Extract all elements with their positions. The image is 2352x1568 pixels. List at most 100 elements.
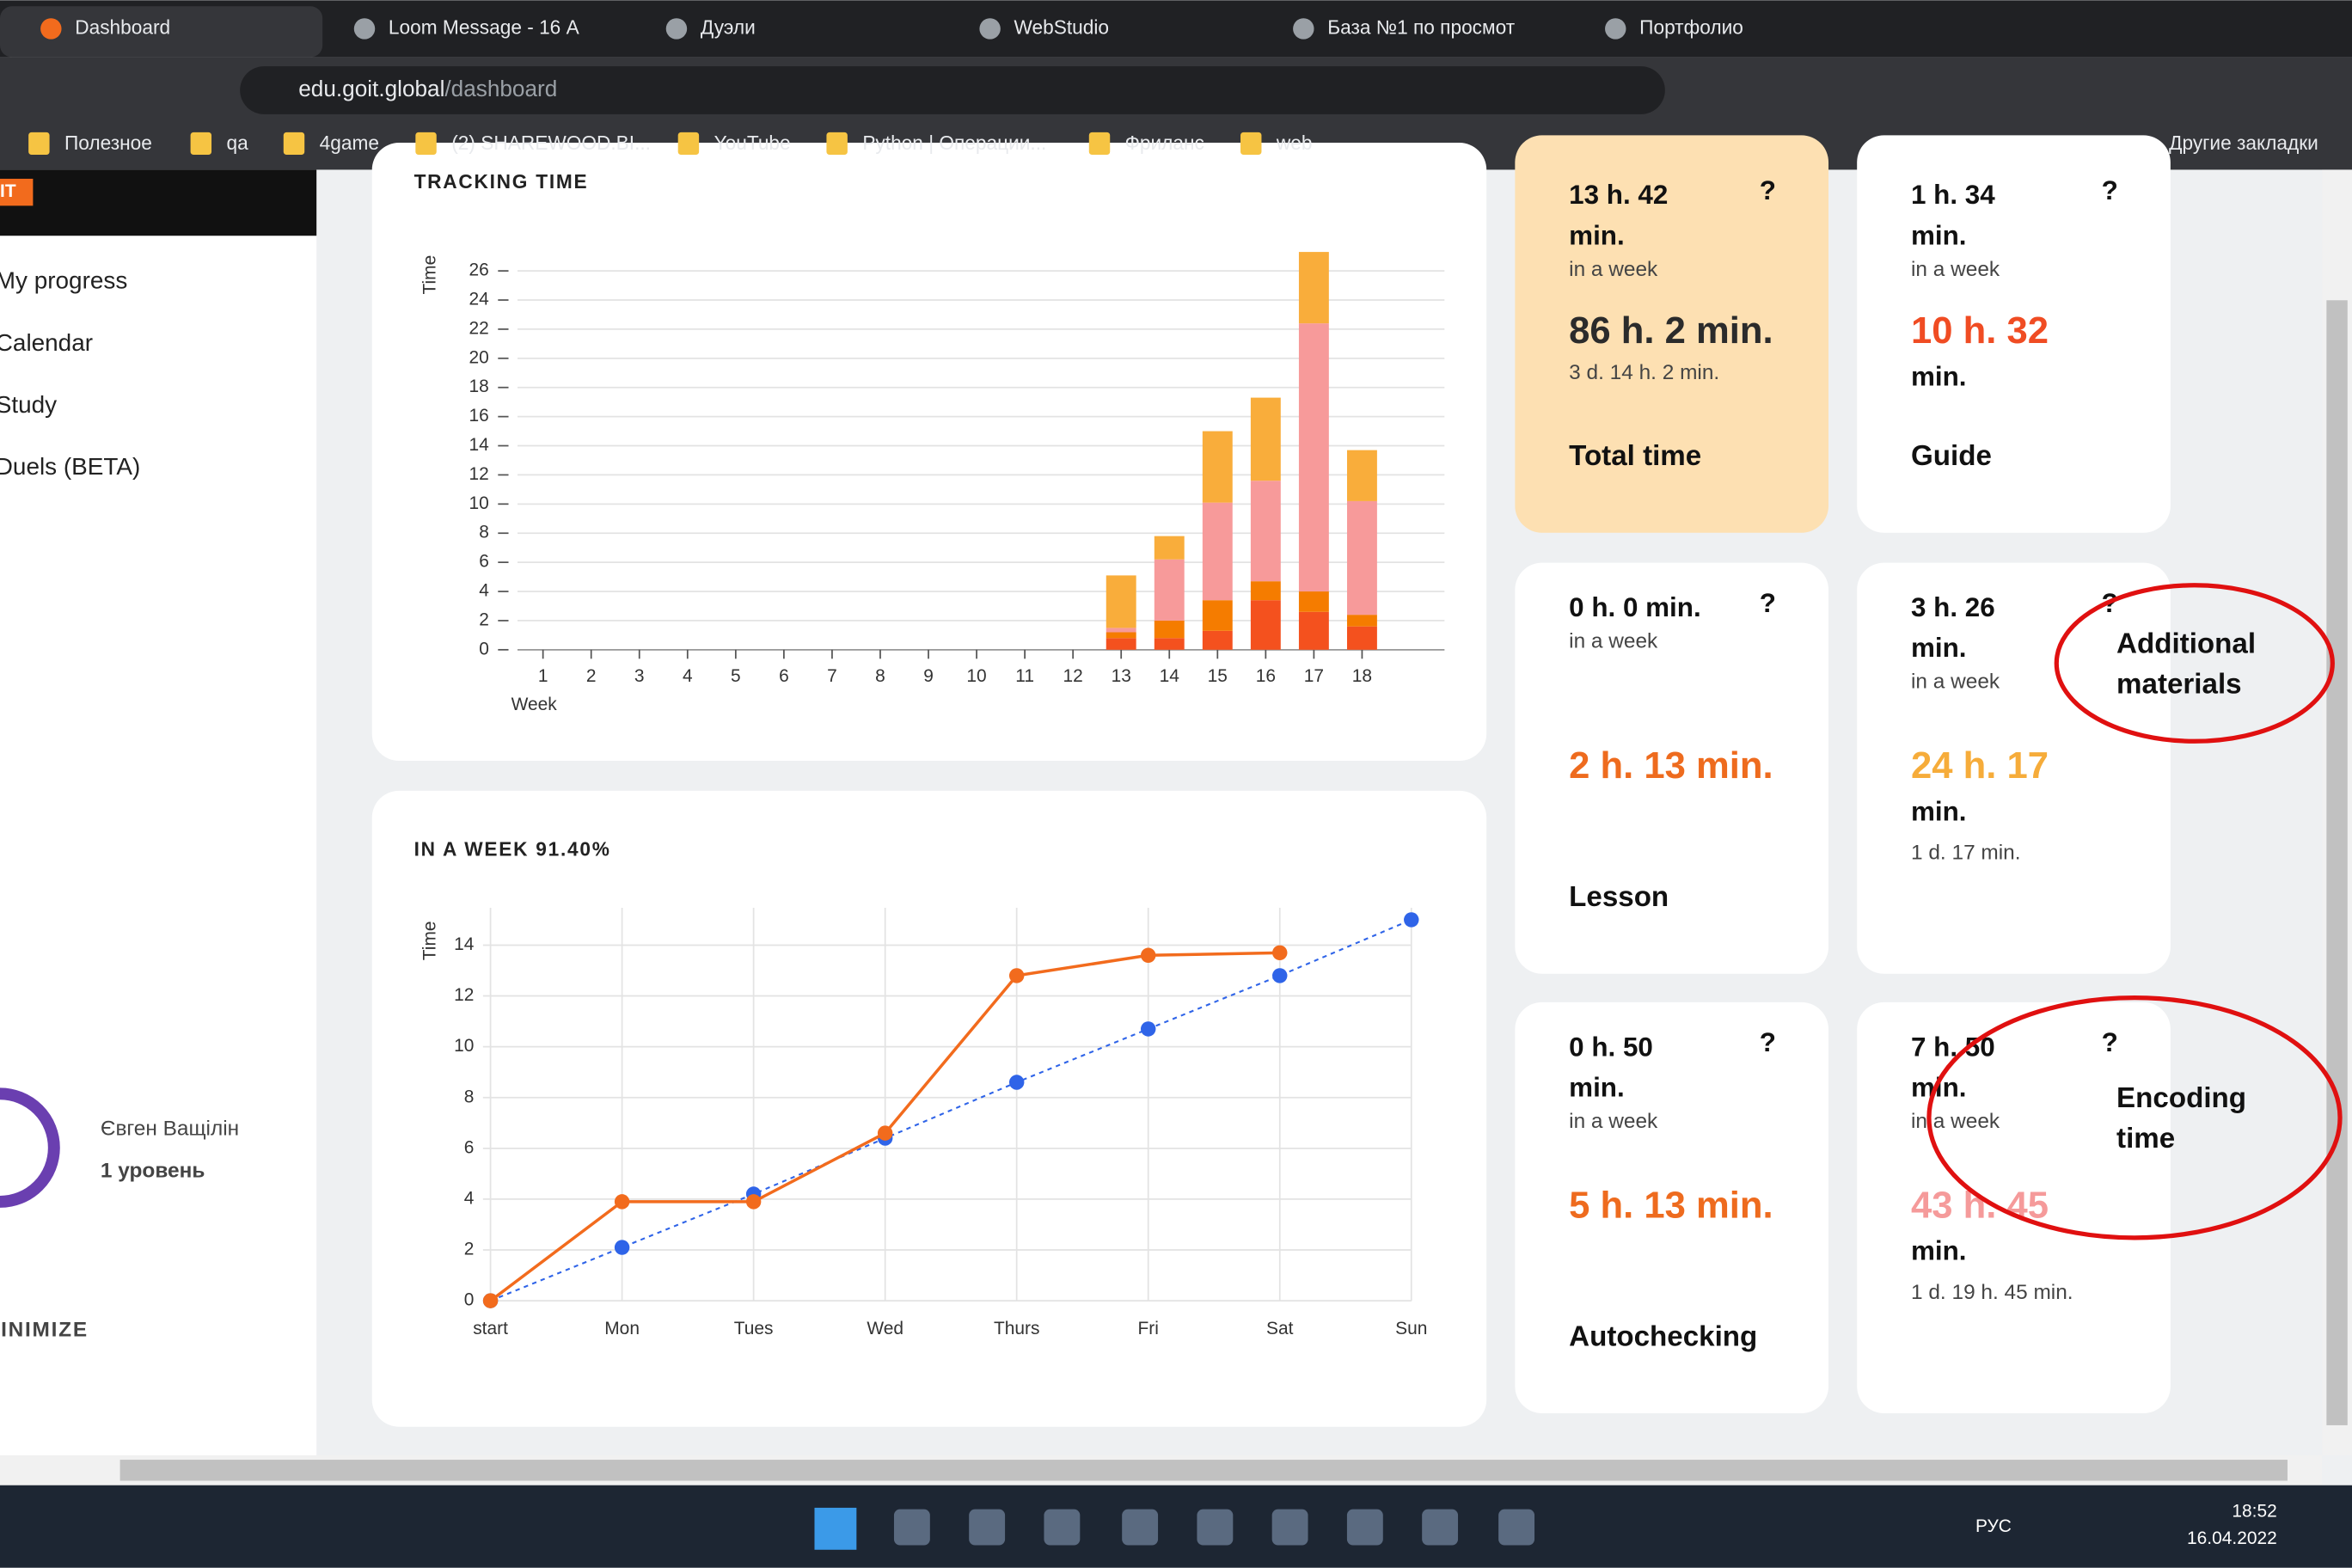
point xyxy=(877,1125,893,1141)
week-time: 0 h. 0 min. xyxy=(1569,592,1701,622)
url[interactable]: edu.goit.global/dashboard xyxy=(298,76,557,101)
annotation-text: time xyxy=(2116,1123,2175,1155)
help-mark[interactable]: ? xyxy=(2102,1027,2118,1057)
tab-title[interactable]: Дуэли xyxy=(701,15,756,38)
week-time: min. xyxy=(1569,220,1625,250)
y-tick-label: 8 xyxy=(464,1087,475,1106)
bar-segment xyxy=(1202,600,1233,631)
sidebar-header xyxy=(0,169,317,236)
bookmark[interactable]: Python | Операции... xyxy=(862,132,1046,154)
menu-item[interactable]: Study xyxy=(0,391,57,418)
help-mark[interactable]: ? xyxy=(1760,175,1776,205)
v-scroll-thumb[interactable] xyxy=(2326,300,2348,1425)
point xyxy=(1008,1075,1025,1090)
minimize[interactable]: MINIMIZE xyxy=(0,1318,89,1341)
taskbar-app[interactable] xyxy=(969,1509,1006,1546)
point xyxy=(745,1194,762,1210)
help-mark[interactable]: ? xyxy=(1760,588,1776,618)
taskbar-app[interactable] xyxy=(1422,1509,1459,1546)
taskbar-app[interactable] xyxy=(1044,1509,1081,1546)
y-tick-label: 14 xyxy=(469,435,490,455)
x-tick-label: 2 xyxy=(586,666,597,686)
bar-segment xyxy=(1154,620,1185,639)
point xyxy=(1008,968,1025,983)
tab-title[interactable]: Портфолио xyxy=(1639,15,1743,38)
bar-segment xyxy=(1106,628,1136,633)
bookmark[interactable]: qa xyxy=(226,132,248,154)
menu-item[interactable]: My progress xyxy=(0,267,127,294)
h-scroll-thumb[interactable] xyxy=(119,1460,2288,1481)
tab-title[interactable]: Dashboard xyxy=(75,15,170,38)
tab-title[interactable]: Loom Message - 16 А xyxy=(389,15,580,38)
y-tick-label: 2 xyxy=(464,1240,475,1259)
x-tick-label: Mon xyxy=(604,1319,640,1338)
y-tick-label: 10 xyxy=(454,1036,474,1056)
annotation-text: Encoding xyxy=(2116,1082,2246,1114)
y-tick-label: 14 xyxy=(454,934,475,954)
bar-segment xyxy=(1154,638,1185,650)
bookmark-icon xyxy=(1088,132,1111,156)
help-mark[interactable]: ? xyxy=(1760,1027,1776,1057)
y-tick-label: 16 xyxy=(469,406,489,426)
x-tick-label: 7 xyxy=(827,666,837,686)
tab-title[interactable]: База №1 по просмот xyxy=(1327,15,1515,38)
bookmark[interactable]: 4game xyxy=(320,132,379,154)
y-axis-title: Time xyxy=(420,255,439,295)
annotation-text: materials xyxy=(2116,668,2242,700)
x-tick-label: 3 xyxy=(634,666,645,686)
taskbar-app[interactable] xyxy=(1346,1509,1383,1546)
y-tick-label: 24 xyxy=(469,290,490,309)
bookmark[interactable]: Полезное xyxy=(64,132,152,154)
bookmark-icon xyxy=(677,132,700,156)
omnibox[interactable] xyxy=(240,66,1665,114)
point xyxy=(482,1293,499,1308)
bookmark-icon xyxy=(283,132,305,156)
user-level: 1 уровень xyxy=(101,1160,205,1183)
taskbar-app[interactable] xyxy=(1122,1509,1159,1546)
x-tick-label: Fri xyxy=(1138,1319,1159,1338)
point xyxy=(614,1240,630,1255)
menu-item[interactable]: Calendar xyxy=(0,329,93,356)
bookmark[interactable]: web xyxy=(1276,132,1313,154)
week-time: min. xyxy=(1569,1072,1625,1102)
start-button[interactable] xyxy=(814,1507,857,1550)
url-part[interactable]: /dashboard xyxy=(444,76,557,101)
x-tick-label: 18 xyxy=(1352,666,1372,686)
bookmark[interactable]: (2) SHAREWOOD.BI... xyxy=(451,132,651,154)
y-tick-label: 6 xyxy=(464,1137,475,1157)
bookmark-icon xyxy=(415,132,437,156)
y-tick-label: 4 xyxy=(464,1188,475,1208)
bar-segment xyxy=(1154,559,1185,621)
taskbar-app[interactable] xyxy=(1271,1509,1308,1546)
menu-item[interactable]: Duels (BETA) xyxy=(0,453,140,480)
user-name: Євген Ващілін xyxy=(101,1118,239,1141)
bookmark[interactable]: YouTube xyxy=(714,132,791,154)
annotation-ellipse xyxy=(1926,995,2343,1240)
total-time: 5 h. 13 min. xyxy=(1569,1185,1773,1226)
language: РУС xyxy=(1975,1516,2012,1536)
x-tick-label: 10 xyxy=(966,666,986,686)
url-part[interactable]: edu.goit.global xyxy=(298,76,444,101)
bookmark[interactable]: Фриланс xyxy=(1125,132,1204,154)
tab-title[interactable]: WebStudio xyxy=(1014,15,1110,38)
y-tick-label: 18 xyxy=(469,377,489,396)
bar-segment xyxy=(1346,615,1377,627)
chart-title: IN A WEEK 91.40% xyxy=(414,838,611,861)
total-time: min. xyxy=(1911,796,1967,826)
annotation-text: Additional xyxy=(2116,628,2256,659)
week-label: in a week xyxy=(1911,1110,2000,1133)
bookmark-icon xyxy=(190,132,212,156)
active-tab[interactable] xyxy=(0,6,323,58)
taskbar-app[interactable] xyxy=(1498,1509,1535,1546)
chart-title: TRACKING TIME xyxy=(414,170,589,193)
taskbar-app[interactable] xyxy=(893,1509,930,1546)
y-tick-label: 12 xyxy=(454,985,474,1005)
other-bookmarks[interactable]: Другие закладки xyxy=(2169,132,2318,154)
taskbar-app[interactable] xyxy=(1197,1509,1234,1546)
bar-segment xyxy=(1298,252,1329,324)
annotation-ellipse xyxy=(2054,583,2335,744)
bar-segment xyxy=(1298,611,1329,650)
help-mark[interactable]: ? xyxy=(2102,175,2118,205)
